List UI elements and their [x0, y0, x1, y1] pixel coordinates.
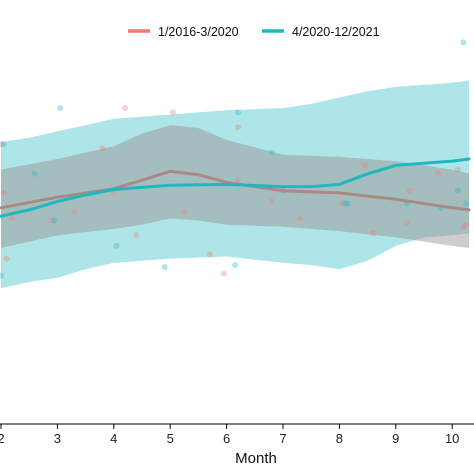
x-tick-label: 9	[392, 431, 399, 446]
data-point-series1	[361, 162, 368, 169]
data-points	[0, 39, 470, 279]
x-tick-label: 2	[0, 431, 5, 446]
data-point-series1	[435, 170, 442, 177]
data-point-series1	[406, 187, 413, 194]
data-point-series2	[161, 264, 168, 271]
data-point-series1	[454, 166, 461, 173]
data-point-series1	[181, 209, 188, 215]
x-axis-title: Month	[235, 450, 277, 467]
data-point-series1	[0, 141, 4, 148]
data-point-series2	[342, 200, 348, 207]
data-point-series2	[0, 141, 7, 148]
x-tick-label: 10	[445, 431, 459, 446]
data-point-series1	[339, 200, 346, 207]
data-point-series1	[122, 105, 129, 112]
data-point-series2	[31, 170, 38, 177]
x-tick-label: 3	[54, 431, 61, 446]
x-tick-label: 6	[223, 431, 230, 446]
data-point-series2	[0, 272, 4, 279]
x-tick-label: 4	[110, 431, 117, 446]
data-point-series2	[234, 109, 241, 116]
ci-band-series1	[1, 125, 470, 248]
data-point-series2	[344, 200, 351, 207]
data-point-series1	[0, 189, 7, 196]
data-point-series2	[460, 39, 467, 46]
data-point-series2	[57, 105, 64, 112]
data-point-series1	[133, 232, 140, 239]
smooth-lines	[0, 157, 471, 218]
legend-label-series2: 4/2020-12/2021	[292, 25, 380, 39]
data-point-series1	[268, 198, 275, 205]
data-point-series1	[220, 270, 227, 277]
smooth-line-series2	[0, 157, 471, 218]
data-point-series1	[463, 221, 470, 228]
data-point-series2	[463, 200, 470, 207]
data-point-series1	[460, 223, 467, 230]
data-point-series1	[404, 219, 411, 226]
x-tick-label: 5	[167, 431, 174, 446]
x-tick-label: 7	[279, 431, 286, 446]
data-point-series1	[48, 217, 55, 224]
data-point-series1	[170, 109, 176, 116]
x-axis-ticks: 2 3 4 5 6 7 8 9 10	[0, 424, 459, 446]
data-point-series2	[113, 242, 120, 249]
data-point-series1	[3, 255, 10, 262]
x-tick-label: 8	[336, 431, 343, 446]
data-point-series1	[370, 230, 377, 237]
data-point-series2	[454, 187, 461, 194]
data-point-series2	[51, 217, 58, 224]
data-point-series2	[268, 149, 275, 156]
data-point-series1	[206, 251, 213, 258]
data-point-series1	[99, 145, 106, 152]
data-point-series1	[234, 124, 241, 131]
data-point-series1	[296, 215, 303, 222]
legend-label-series1: 1/2016-3/2020	[158, 25, 239, 39]
data-point-series2	[232, 262, 239, 268]
data-point-series1	[71, 209, 78, 215]
data-point-series1	[110, 189, 117, 196]
data-point-series1	[9, 215, 16, 222]
legend: 1/2016-3/2020 4/2020-12/2021	[128, 25, 380, 39]
data-point-series1	[234, 177, 241, 184]
